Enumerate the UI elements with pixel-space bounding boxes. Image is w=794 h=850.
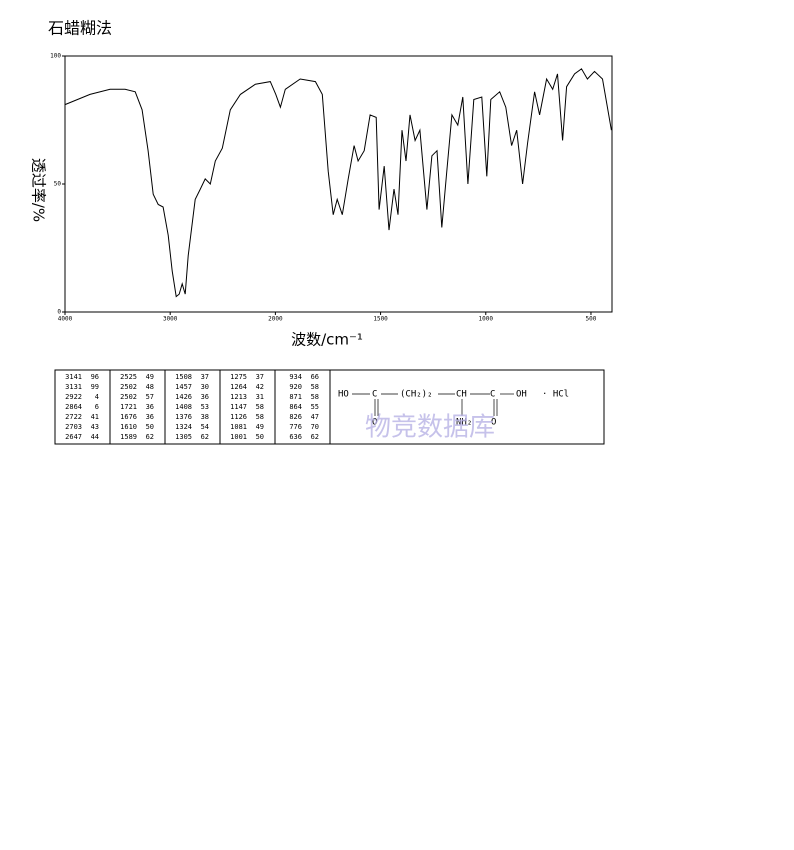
peak-wavenumber: 1147 [230,403,247,411]
peak-wavenumber: 1676 [120,413,137,421]
formula-part: (CH₂)₂ [400,390,433,400]
peak-wavenumber: 636 [289,433,302,441]
peak-wavenumber: 1426 [175,393,192,401]
peak-wavenumber: 1324 [175,423,192,431]
formula-part: C [372,390,377,400]
peak-transmittance: 58 [256,403,264,411]
peak-wavenumber: 2703 [65,423,82,431]
formula-part: O [372,418,377,428]
formula-part: C [490,390,495,400]
peak-wavenumber: 1508 [175,373,192,381]
peak-transmittance: 31 [256,393,264,401]
peak-wavenumber: 776 [289,423,302,431]
x-axis-label: 波数/cm⁻¹ [291,331,363,349]
peak-wavenumber: 1610 [120,423,137,431]
peak-wavenumber: 1264 [230,383,247,391]
peak-wavenumber: 1721 [120,403,137,411]
peak-transmittance: 58 [311,393,319,401]
peak-wavenumber: 2647 [65,433,82,441]
formula-part: OH [516,390,527,400]
peak-wavenumber: 3131 [65,383,82,391]
formula: HO C (CH₂)₂ CH C OH · HCl O NH₂ O [338,390,569,428]
peak-transmittance: 96 [91,373,99,381]
peak-transmittance: 37 [256,373,264,381]
peak-transmittance: 42 [256,383,264,391]
peak-transmittance: 62 [201,433,209,441]
peak-transmittance: 36 [201,393,209,401]
peak-transmittance: 62 [311,433,319,441]
peak-wavenumber: 1001 [230,433,247,441]
peak-transmittance: 50 [256,433,264,441]
y-tick-label: 0 [57,309,61,316]
peak-wavenumber: 1457 [175,383,192,391]
peak-transmittance: 41 [91,413,99,421]
x-tick-label: 3000 [163,316,178,323]
peak-transmittance: 43 [91,423,99,431]
peak-wavenumber: 864 [289,403,302,411]
formula-part: · HCl [542,390,569,400]
y-tick-label: 50 [54,181,62,188]
peak-wavenumber: 1305 [175,433,192,441]
x-tick-label: 500 [586,316,597,323]
x-tick-label: 1000 [479,316,494,323]
peak-transmittance: 37 [201,373,209,381]
peak-wavenumber: 934 [289,373,302,381]
peak-transmittance: 30 [201,383,209,391]
y-tick-label: 100 [50,53,61,60]
formula-part: HO [338,390,349,400]
peak-wavenumber: 2922 [65,393,82,401]
x-tick-label: 1500 [373,316,388,323]
peak-wavenumber: 1589 [120,433,137,441]
peak-wavenumber: 2864 [65,403,82,411]
peak-wavenumber: 2722 [65,413,82,421]
peak-wavenumber: 1081 [230,423,247,431]
x-tick-label: 4000 [58,316,73,323]
peak-transmittance: 49 [146,373,154,381]
peak-transmittance: 38 [201,413,209,421]
spectrum-line [64,68,612,298]
peak-wavenumber: 1213 [230,393,247,401]
x-tick-label: 2000 [268,316,283,323]
chart-title: 石蜡糊法 [48,19,112,38]
peak-transmittance: 50 [146,423,154,431]
peak-wavenumber: 826 [289,413,302,421]
peak-wavenumber: 2525 [120,373,137,381]
peak-transmittance: 55 [311,403,319,411]
peak-transmittance: 57 [146,393,154,401]
peak-transmittance: 66 [311,373,319,381]
peak-transmittance: 58 [256,413,264,421]
formula-part: CH [456,390,467,400]
formula-part: O [491,418,496,428]
peak-transmittance: 44 [91,433,99,441]
peak-wavenumber: 1376 [175,413,192,421]
plot-frame [64,55,613,313]
peak-transmittance: 47 [311,413,319,421]
y-axis-label: 透过率/% [30,158,48,222]
peak-wavenumber: 871 [289,393,302,401]
peak-transmittance: 53 [201,403,209,411]
peak-transmittance: 54 [201,423,209,431]
watermark: 物竞数据库 [365,413,495,443]
peak-transmittance: 99 [91,383,99,391]
peak-wavenumber: 920 [289,383,302,391]
peak-wavenumber: 1126 [230,413,247,421]
peak-transmittance: 49 [256,423,264,431]
peak-transmittance: 36 [146,413,154,421]
peak-wavenumber: 2502 [120,393,137,401]
peak-transmittance: 58 [311,383,319,391]
peak-transmittance: 62 [146,433,154,441]
peak-wavenumber: 3141 [65,373,82,381]
peak-transmittance: 36 [146,403,154,411]
peak-transmittance: 4 [95,393,99,401]
peak-transmittance: 6 [95,403,99,411]
peak-transmittance: 70 [311,423,319,431]
peak-wavenumber: 2502 [120,383,137,391]
peak-wavenumber: 1275 [230,373,247,381]
peak-wavenumber: 1408 [175,403,192,411]
peak-transmittance: 48 [146,383,154,391]
formula-part: NH₂ [456,418,472,428]
